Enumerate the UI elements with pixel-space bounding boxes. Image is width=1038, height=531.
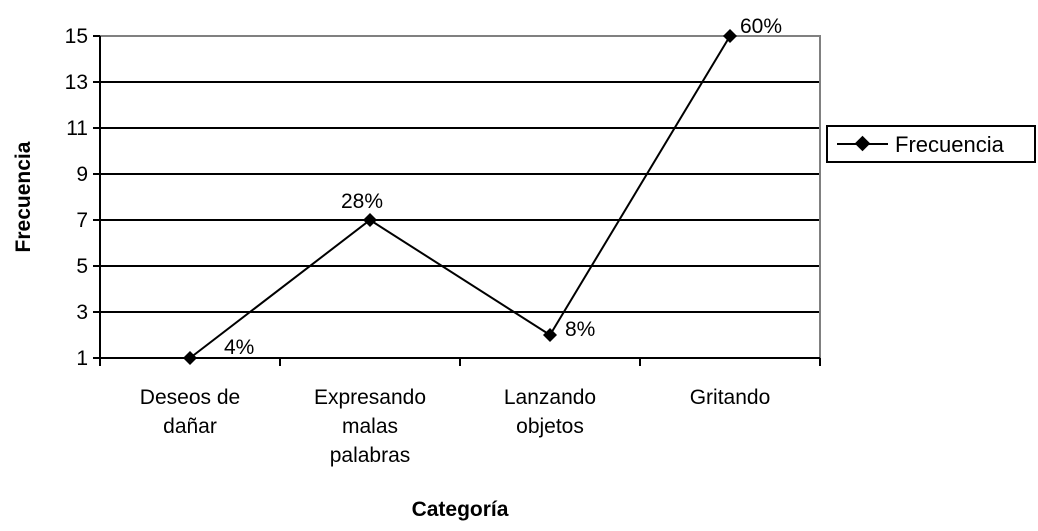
x-tick-label-0: Deseos de dañar <box>140 386 240 438</box>
y-tick-label-1: 1 <box>76 347 88 370</box>
y-axis-title: Frecuencia <box>12 141 35 252</box>
y-tick-label-13: 13 <box>65 71 88 94</box>
data-label-2: 8% <box>565 318 595 341</box>
legend: Frecuencia <box>826 125 1036 163</box>
series-frecuencia <box>183 29 737 365</box>
data-label-3: 60% <box>740 15 782 38</box>
x-tick-label-1: Expresando malas palabras <box>314 386 426 467</box>
data-point-1 <box>363 213 377 227</box>
y-tick-label-15: 15 <box>65 25 88 48</box>
series-line-0 <box>189 35 731 359</box>
y-tick-label-3: 3 <box>76 301 88 324</box>
data-label-1: 28% <box>341 190 383 213</box>
y-tick-label-11: 11 <box>66 117 88 140</box>
legend-marker-diamond <box>854 135 871 152</box>
x-axis-title: Categoría <box>412 498 509 521</box>
y-tick-label-5: 5 <box>76 255 88 278</box>
x-tick-label-3: Gritando <box>690 386 771 409</box>
data-label-0: 4% <box>224 336 254 359</box>
legend-box <box>826 125 1036 163</box>
data-point-2 <box>543 328 557 342</box>
y-tick-label-9: 9 <box>76 163 88 186</box>
data-labels: 4% 28% 8% 60% <box>224 15 782 359</box>
legend-entry-frecuencia: Frecuencia <box>895 132 1005 157</box>
data-point-0 <box>183 351 197 365</box>
plot-area <box>99 35 821 359</box>
x-tick-label-2: Lanzando objetos <box>504 386 596 438</box>
y-tick-label-7: 7 <box>76 209 88 232</box>
gridlines <box>100 35 820 313</box>
data-point-3 <box>723 29 737 43</box>
